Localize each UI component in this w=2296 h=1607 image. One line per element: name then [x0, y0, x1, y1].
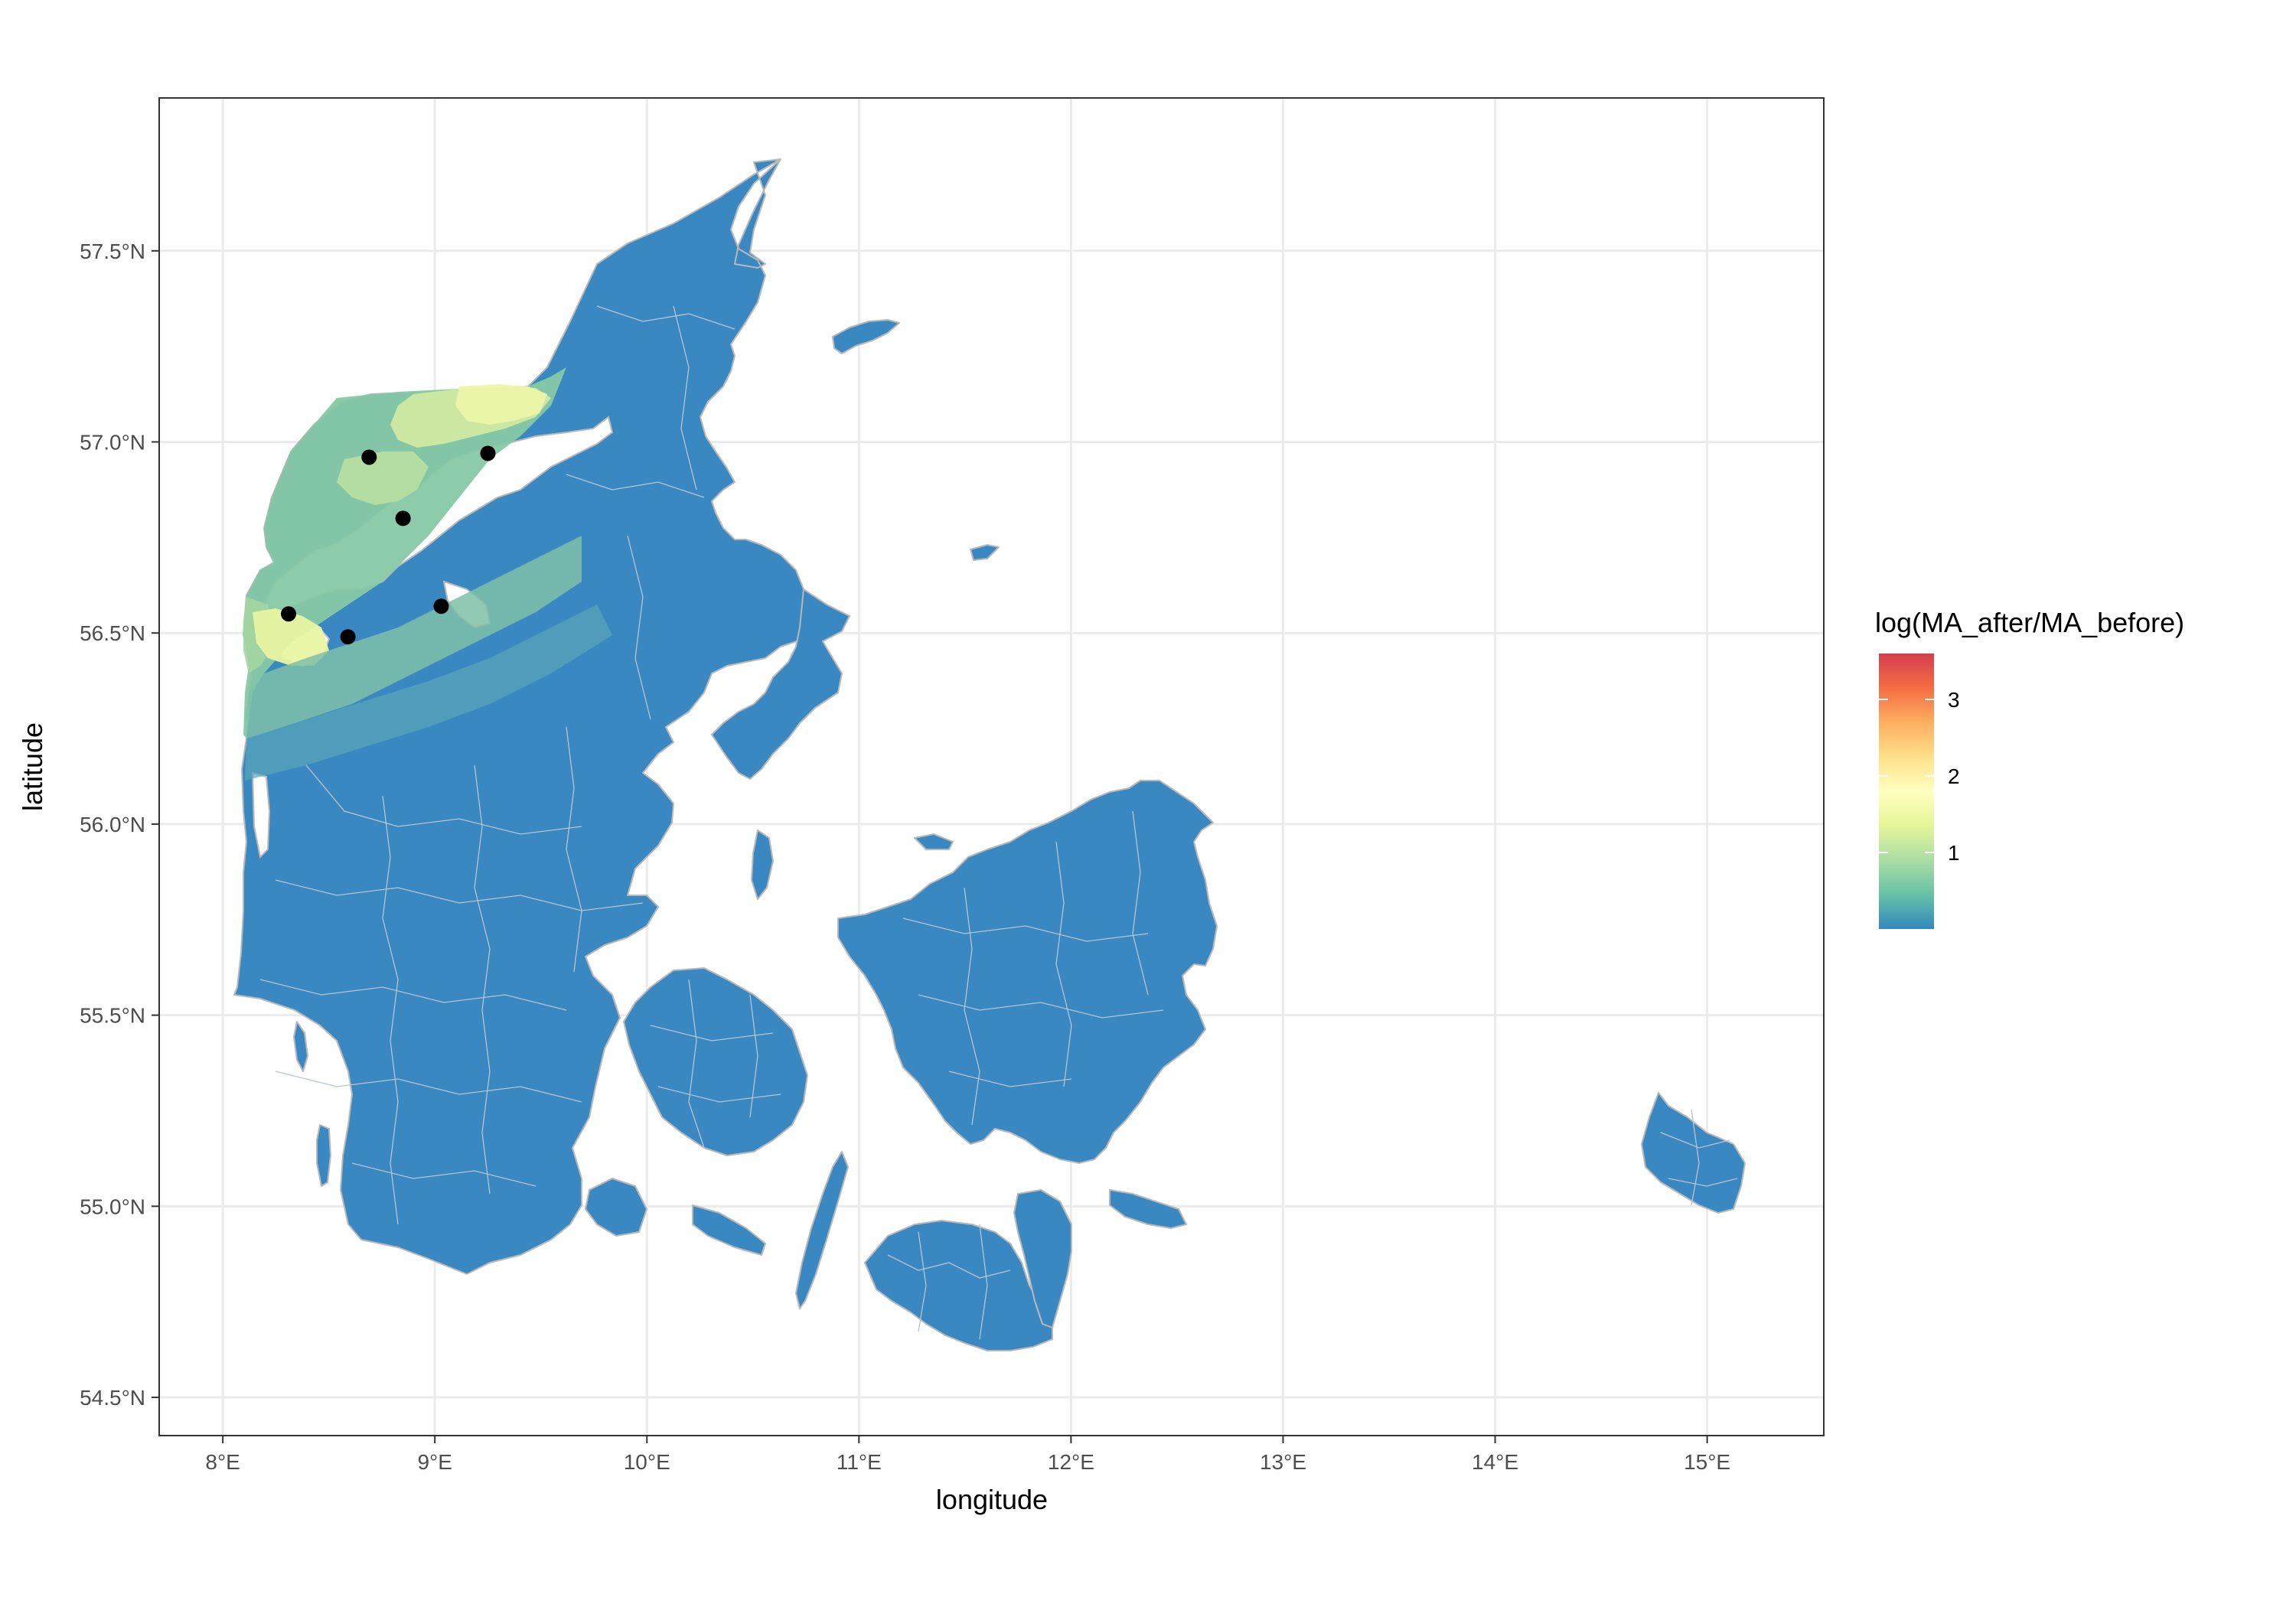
- border-lines-zealand: [902, 810, 1164, 1126]
- location-point: [480, 445, 496, 461]
- location-point: [361, 449, 377, 465]
- y-tick-label: 56.0°N: [80, 813, 145, 836]
- legend: log(MA_after/MA_before) 1 2 3: [1875, 607, 2184, 929]
- legend-colorbar: [1879, 654, 1934, 929]
- ringkobing-fjord: [251, 771, 271, 859]
- legend-break-label: 3: [1948, 688, 1960, 712]
- laeso-island: [832, 319, 900, 354]
- sejero-island: [914, 833, 954, 850]
- location-point: [433, 598, 449, 614]
- legend-break-label: 1: [1948, 841, 1960, 865]
- y-tick-label: 55.0°N: [80, 1195, 145, 1218]
- mon-island: [1109, 1189, 1187, 1229]
- x-tick-label: 15°E: [1684, 1450, 1730, 1474]
- legend-break-label: 2: [1948, 764, 1960, 788]
- x-tick-label: 9°E: [417, 1450, 452, 1474]
- anholt-island: [970, 544, 1000, 561]
- x-tick-label: 10°E: [624, 1450, 670, 1474]
- zealand-landmass: [837, 780, 1218, 1164]
- x-axis-ticks: 8°E 9°E 10°E 11°E 12°E 13°E 14°E 15°E: [205, 1436, 1730, 1474]
- heat-region-gradient: [246, 536, 582, 738]
- x-tick-label: 12°E: [1048, 1450, 1094, 1474]
- border-lines-funen: [650, 979, 781, 1149]
- y-tick-label: 57.5°N: [80, 240, 145, 263]
- points-layer: [281, 445, 496, 645]
- falster-landmass: [1013, 1189, 1072, 1328]
- langeland-landmass: [795, 1151, 849, 1309]
- y-tick-label: 55.5°N: [80, 1004, 145, 1028]
- legend-title: log(MA_after/MA_before): [1875, 607, 2184, 638]
- samso-island: [751, 830, 774, 900]
- x-tick-label: 14°E: [1472, 1450, 1518, 1474]
- legend-ticks: 1 2 3: [1879, 688, 1960, 865]
- djursland-landmass: [711, 588, 850, 780]
- heat-region-lightyellow: [455, 384, 547, 425]
- y-tick-label: 56.5°N: [80, 621, 145, 645]
- x-tick-label: 8°E: [205, 1450, 240, 1474]
- heat-region-mid: [337, 451, 429, 505]
- y-axis-ticks: 54.5°N 55.0°N 55.5°N 56.0°N 56.5°N 57.0°N 57.5…: [80, 240, 159, 1410]
- x-tick-label: 11°E: [837, 1450, 882, 1474]
- municipality-borders: [259, 305, 1738, 1340]
- location-point: [340, 629, 356, 645]
- heat-region-westcoast: [253, 608, 329, 666]
- x-tick-label: 13°E: [1260, 1450, 1306, 1474]
- y-tick-label: 54.5°N: [80, 1386, 145, 1410]
- x-axis-title: longitude: [936, 1484, 1048, 1515]
- location-point: [395, 510, 411, 526]
- border-lines-jutland: [259, 305, 735, 1225]
- heat-region-fade: [245, 605, 612, 781]
- fano-island: [293, 1021, 308, 1072]
- romo-island: [316, 1124, 331, 1187]
- lolland-landmass: [864, 1220, 1053, 1351]
- y-tick-label: 57.0°N: [80, 430, 145, 454]
- plot-panel-border: [158, 97, 1825, 1436]
- border-lines-islands: [887, 1109, 1738, 1340]
- als-island: [585, 1178, 647, 1237]
- aero-island: [692, 1204, 766, 1256]
- location-point: [281, 606, 297, 622]
- y-axis-title: latitude: [17, 722, 48, 811]
- funen-landmass: [623, 967, 808, 1156]
